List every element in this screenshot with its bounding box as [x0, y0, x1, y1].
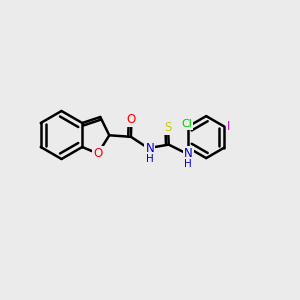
Text: S: S	[164, 121, 172, 134]
Text: O: O	[127, 113, 136, 126]
Text: H: H	[184, 159, 192, 169]
Text: N: N	[184, 147, 193, 160]
Text: I: I	[227, 120, 231, 133]
Text: Cl: Cl	[181, 119, 192, 129]
Text: O: O	[93, 147, 103, 160]
Text: H: H	[146, 154, 154, 164]
Text: N: N	[146, 142, 154, 155]
